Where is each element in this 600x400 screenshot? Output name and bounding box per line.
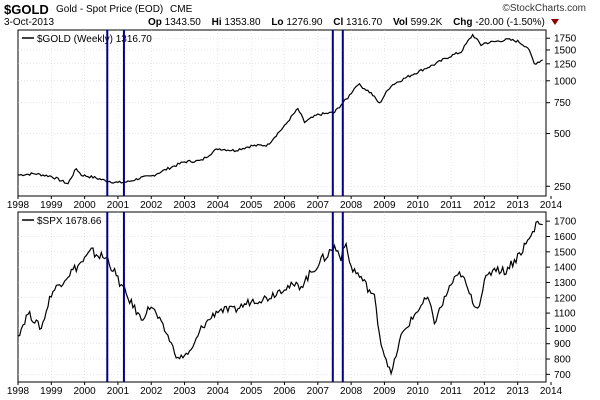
x-tick-label: 1998 <box>7 386 30 397</box>
description-text: Gold - Spot Price (EOD) <box>56 4 164 15</box>
y-tick-label: 1250 <box>554 59 577 70</box>
x-tick-label: 2002 <box>140 200 163 211</box>
x-tick-label: 2003 <box>173 386 196 397</box>
y-tick-label: 500 <box>554 129 571 140</box>
exchange-text: CME <box>170 4 193 15</box>
legend-label: $GOLD (Weekly) 1316.70 <box>37 34 152 45</box>
x-tick-label: 2001 <box>107 200 130 211</box>
x-tick-label: 1999 <box>40 386 63 397</box>
x-tick-label: 2012 <box>473 386 496 397</box>
x-tick-label: 2014 <box>540 386 563 397</box>
x-tick-label: 2007 <box>307 386 330 397</box>
y-tick-label: 700 <box>554 370 571 381</box>
x-tick-label: 2006 <box>273 386 296 397</box>
y-tick-label: 900 <box>554 339 571 350</box>
hi-value: 1353.80 <box>224 17 261 28</box>
chart-header: $GOLD Gold - Spot Price (EOD) CME 3-Oct-… <box>0 0 600 30</box>
lo-value: 1276.90 <box>286 17 323 28</box>
chg-value: -20.00 (-1.50%) <box>475 17 545 28</box>
down-arrow-icon <box>550 19 559 26</box>
panel-frame <box>17 211 547 383</box>
x-tick-label: 2005 <box>240 200 263 211</box>
x-tick-label: 2008 <box>340 386 363 397</box>
x-tick-label: 2007 <box>307 200 330 211</box>
x-tick-label: 2002 <box>140 386 163 397</box>
y-tick-label: 1700 <box>554 217 577 228</box>
x-tick-label: 2000 <box>73 200 96 211</box>
vol-label: Vol <box>392 17 408 28</box>
brand-label: ©StockCharts.com <box>502 3 586 14</box>
y-tick-label: 1200 <box>554 293 577 304</box>
y-tick-label: 1500 <box>554 247 577 258</box>
y-tick-label: 1100 <box>554 309 576 320</box>
x-tick-label: 1999 <box>40 200 63 211</box>
y-tick-label: 1000 <box>554 324 577 335</box>
series-line <box>17 33 543 185</box>
x-tick-label: 2008 <box>340 200 363 211</box>
x-tick-label: 2006 <box>273 200 296 211</box>
y-tick-label: 750 <box>554 98 571 109</box>
y-tick-label: 800 <box>554 355 571 366</box>
cl-label: Cl <box>333 17 344 28</box>
symbol-description: Gold - Spot Price (EOD) CME <box>56 4 192 15</box>
x-tick-label: 2009 <box>373 200 396 211</box>
series-line <box>17 220 543 376</box>
y-tick-label: 1750 <box>554 34 577 45</box>
x-tick-label: 2003 <box>173 200 196 211</box>
x-tick-label: 2013 <box>507 200 530 211</box>
x-tick-label: 2000 <box>73 386 96 397</box>
hi-label: Hi <box>211 17 222 28</box>
chg-label: Chg <box>453 17 473 28</box>
x-tick-label: 2014 <box>540 200 563 211</box>
y-tick-label: 1600 <box>554 232 577 243</box>
legend-label: $SPX 1678.66 <box>37 216 102 227</box>
x-tick-label: 1998 <box>7 200 30 211</box>
x-tick-label: 2011 <box>440 386 462 397</box>
y-tick-label: 1000 <box>554 76 577 87</box>
y-tick-label: 1500 <box>554 45 577 56</box>
x-tick-label: 2009 <box>373 386 396 397</box>
op-label: Op <box>148 17 162 28</box>
symbol-label: $GOLD <box>4 2 49 17</box>
x-tick-label: 2011 <box>440 200 462 211</box>
x-tick-label: 2013 <box>507 386 530 397</box>
x-tick-label: 2005 <box>240 386 263 397</box>
x-tick-label: 2001 <box>107 386 130 397</box>
lo-label: Lo <box>271 17 284 28</box>
y-tick-label: 250 <box>554 182 571 193</box>
x-tick-label: 2010 <box>407 200 430 211</box>
quote-bar: Op 1343.50 Hi 1353.80 Lo 1276.90 Cl 1316… <box>148 17 559 28</box>
y-tick-label: 1300 <box>554 278 577 289</box>
x-tick-label: 2012 <box>473 200 496 211</box>
date-label: 3-Oct-2013 <box>4 17 55 28</box>
panel-frame <box>17 29 547 197</box>
y-tick-label: 1400 <box>554 263 577 274</box>
vol-value: 599.2K <box>410 17 443 28</box>
op-value: 1343.50 <box>164 17 201 28</box>
x-tick-label: 2004 <box>207 386 230 397</box>
x-tick-label: 2004 <box>207 200 230 211</box>
x-tick-label: 2010 <box>407 386 430 397</box>
cl-value: 1316.70 <box>346 17 383 28</box>
